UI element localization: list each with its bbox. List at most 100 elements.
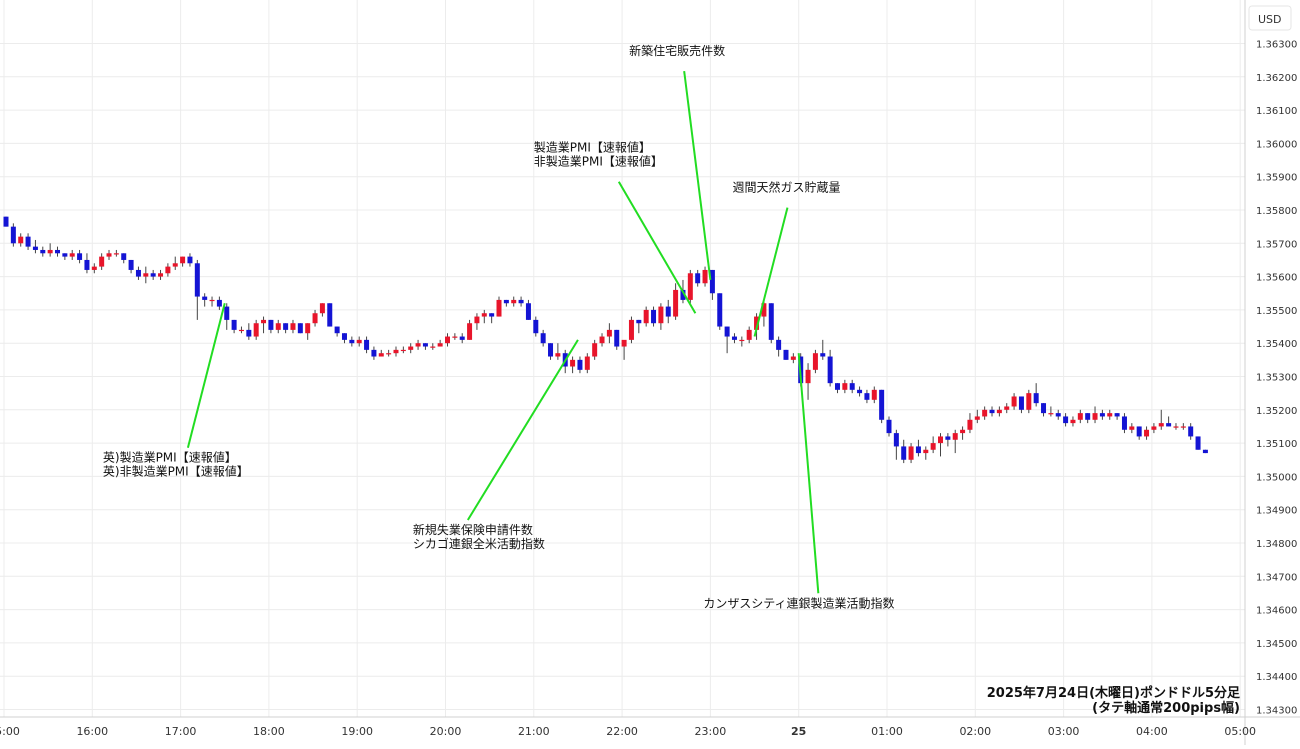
candle-body — [268, 319, 274, 330]
price-tick-label: 1.36300 — [1256, 40, 1297, 51]
candle-body — [827, 356, 833, 384]
candle-body — [518, 299, 524, 304]
candle-body — [445, 336, 450, 344]
price-tick-label: 1.34900 — [1256, 506, 1297, 517]
annotation-text: 新規失業保険申請件数 — [413, 522, 533, 537]
candle — [1166, 416, 1172, 427]
candle — [349, 336, 355, 347]
time-tick-label: 23:00 — [695, 725, 727, 738]
candle-body — [415, 343, 421, 347]
candle-body — [371, 349, 377, 357]
candle — [84, 253, 90, 274]
candle — [77, 249, 83, 264]
candle — [319, 303, 325, 317]
candle-body — [614, 329, 620, 347]
candle — [297, 323, 303, 334]
candle-body — [960, 429, 966, 434]
candle-body — [1151, 426, 1157, 430]
candle — [1085, 413, 1091, 424]
candle — [827, 349, 833, 387]
price-tick-label: 1.36000 — [1256, 139, 1297, 150]
candle — [150, 269, 156, 280]
time-tick-label: 01:00 — [871, 725, 903, 738]
candle — [989, 406, 995, 417]
candle-body — [386, 353, 392, 355]
candle-body — [1026, 393, 1032, 410]
annotation-text: 週間天然ガス貯蔵量 — [732, 180, 840, 195]
candle — [893, 429, 899, 460]
time-axis: 15:00 16:00 17:00 18:00 19:00 20:00 21:00 22:00… — [0, 716, 1300, 738]
candle-body — [172, 263, 178, 267]
candle — [857, 386, 863, 397]
candle — [1173, 423, 1179, 430]
candle — [879, 389, 885, 424]
annotation-text: 英)非製造業PMI【速報値】 — [103, 464, 249, 479]
candle-body — [84, 259, 90, 270]
price-tick-label: 1.35000 — [1256, 472, 1297, 483]
candle-body — [422, 343, 428, 347]
candle-body — [974, 416, 980, 420]
candle — [209, 296, 215, 307]
price-tick-label: 1.35800 — [1256, 206, 1297, 217]
candle-body — [312, 313, 318, 324]
candle-body — [187, 256, 193, 264]
candle-body — [702, 269, 708, 284]
candle-body — [548, 343, 554, 357]
candle-body — [533, 319, 539, 334]
candle-body — [408, 346, 414, 350]
candle-body — [525, 303, 531, 320]
annotation-leader-line — [186, 302, 226, 448]
candle-body — [1099, 413, 1105, 417]
price-tick-label: 1.35700 — [1256, 239, 1297, 250]
candle — [69, 249, 75, 260]
price-axis: 1.36300 1.36200 1.36100 1.36000 1.35900 1.358… — [1244, 0, 1297, 745]
event-annotation: 製造業PMI【速報値】非製造業PMI【速報値】 — [534, 140, 697, 314]
time-tick-label: 18:00 — [253, 725, 285, 738]
candle — [776, 336, 782, 357]
candle — [290, 319, 296, 334]
candle — [687, 269, 693, 304]
candle — [1011, 393, 1017, 410]
candle — [62, 253, 68, 260]
candle-body — [1070, 419, 1076, 424]
candle — [364, 336, 370, 354]
candle — [143, 266, 149, 284]
candle-body — [621, 339, 627, 347]
candle — [525, 299, 531, 320]
candle-body — [1114, 413, 1120, 417]
candle — [489, 313, 495, 324]
candle — [18, 233, 24, 247]
candle-body — [967, 419, 973, 430]
candle-body — [768, 303, 774, 340]
candle-body — [216, 299, 222, 307]
candle-body — [128, 259, 134, 270]
candle — [599, 333, 605, 347]
candle-body — [834, 383, 840, 390]
candle-body — [121, 253, 127, 260]
candle — [628, 316, 634, 344]
candle — [621, 339, 627, 360]
candle-body — [327, 303, 333, 327]
candle — [10, 223, 16, 247]
candle — [400, 346, 406, 354]
candle-body — [511, 299, 517, 304]
annotation-leader-line — [753, 207, 789, 337]
candle — [496, 296, 502, 317]
candle-body — [261, 319, 267, 324]
candle — [334, 326, 340, 337]
candle — [1144, 426, 1150, 440]
candle — [1158, 409, 1164, 430]
candle-body — [665, 306, 671, 317]
annotation-text: シカゴ連銀全米活動指数 — [413, 536, 545, 551]
candle-body — [106, 253, 112, 257]
candle-body — [1107, 413, 1113, 417]
candle-body — [628, 319, 634, 340]
footer-title: 2025年7月24日(木曜日)ポンドドル5分足 — [987, 685, 1241, 701]
candle — [974, 409, 980, 424]
candle — [25, 233, 31, 250]
candle — [820, 339, 826, 360]
candle — [305, 323, 311, 340]
candle-body — [489, 313, 495, 317]
